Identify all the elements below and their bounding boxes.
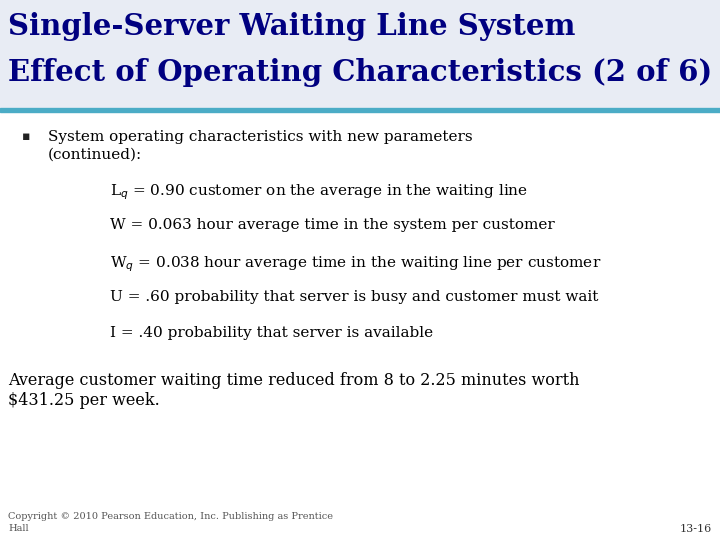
Text: $431.25 per week.: $431.25 per week. (8, 392, 160, 409)
Text: Hall: Hall (8, 524, 29, 533)
Text: L$_q$ = 0.90 customer on the average in the waiting line: L$_q$ = 0.90 customer on the average in … (110, 182, 528, 201)
Text: U = .60 probability that server is busy and customer must wait: U = .60 probability that server is busy … (110, 290, 598, 304)
Bar (0, 108, 720, 540)
Text: System operating characteristics with new parameters: System operating characteristics with ne… (48, 130, 472, 144)
Text: Average customer waiting time reduced from 8 to 2.25 minutes worth: Average customer waiting time reduced fr… (8, 372, 580, 389)
Text: W = 0.063 hour average time in the system per customer: W = 0.063 hour average time in the syste… (110, 218, 554, 232)
Text: ▪: ▪ (22, 130, 30, 143)
Text: (continued):: (continued): (48, 148, 143, 162)
Text: 13-16: 13-16 (680, 524, 712, 534)
Text: Single-Server Waiting Line System: Single-Server Waiting Line System (8, 12, 575, 41)
Text: Effect of Operating Characteristics (2 of 6): Effect of Operating Characteristics (2 o… (8, 58, 712, 87)
Bar (0, 108, 720, 112)
Text: W$_q$ = 0.038 hour average time in the waiting line per customer: W$_q$ = 0.038 hour average time in the w… (110, 254, 601, 274)
Text: Copyright © 2010 Pearson Education, Inc. Publishing as Prentice: Copyright © 2010 Pearson Education, Inc.… (8, 512, 333, 521)
Text: I = .40 probability that server is available: I = .40 probability that server is avail… (110, 326, 433, 340)
Bar (0, 0, 720, 108)
